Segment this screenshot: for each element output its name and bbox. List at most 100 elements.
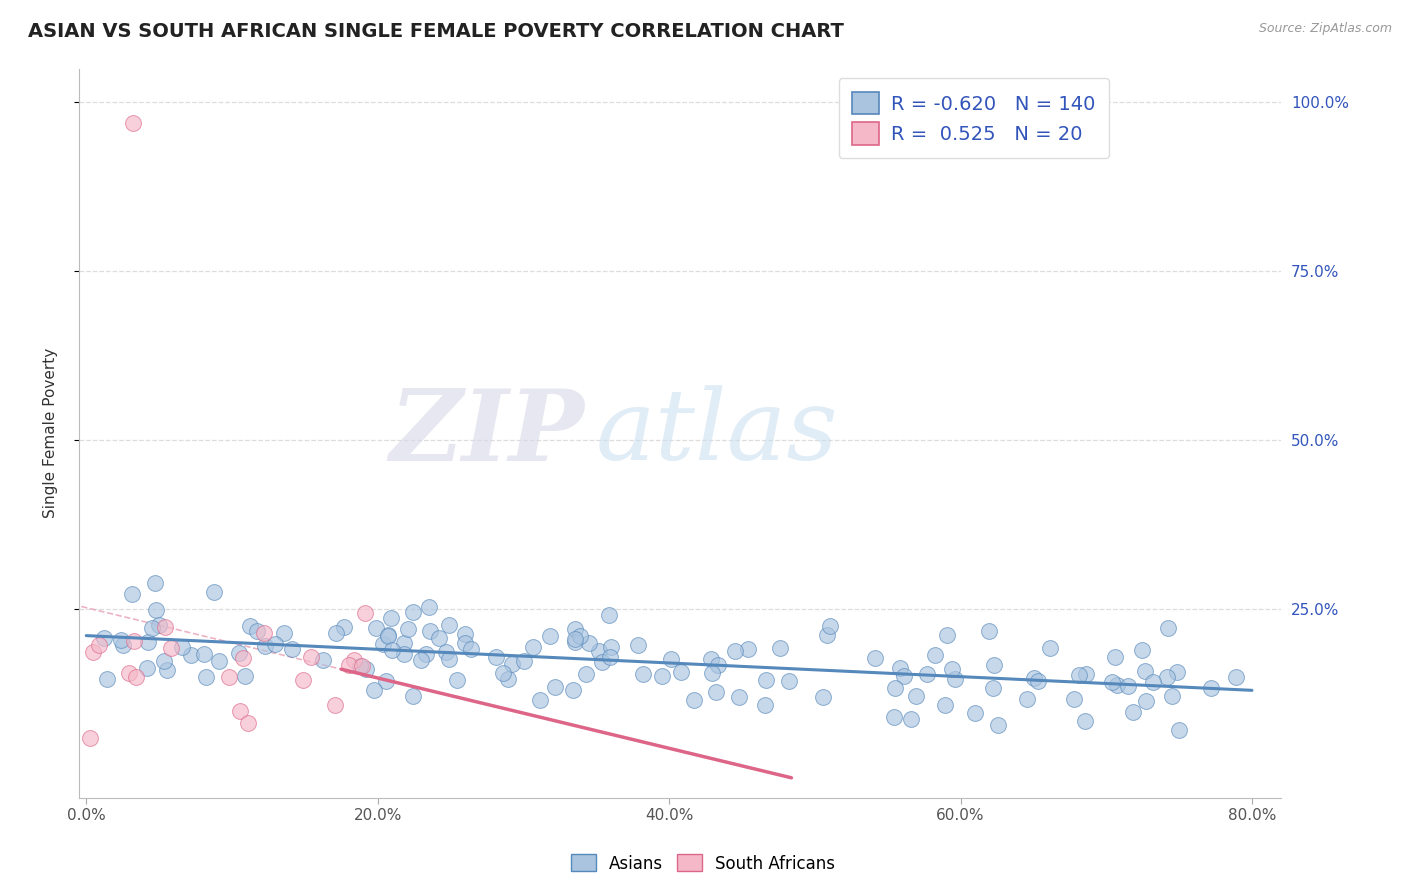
Point	[273, 625, 295, 640]
Text: Source: ZipAtlas.com: Source: ZipAtlas.com	[1258, 22, 1392, 36]
Point	[683, 693, 706, 707]
Point	[900, 712, 922, 726]
Point	[941, 662, 963, 676]
Point	[434, 645, 457, 659]
Point	[79, 731, 101, 746]
Point	[202, 585, 225, 599]
Point	[208, 654, 231, 668]
Point	[411, 653, 433, 667]
Point	[818, 619, 841, 633]
Point	[1101, 675, 1123, 690]
Point	[893, 669, 915, 683]
Point	[543, 680, 565, 694]
Point	[1067, 668, 1090, 682]
Point	[987, 718, 1010, 732]
Point	[1116, 679, 1139, 693]
Point	[501, 657, 523, 672]
Point	[1074, 667, 1097, 681]
Point	[93, 632, 115, 646]
Point	[253, 625, 276, 640]
Point	[1161, 689, 1184, 703]
Point	[1039, 640, 1062, 655]
Point	[700, 665, 723, 680]
Point	[564, 622, 586, 636]
Point	[728, 690, 751, 704]
Point	[884, 681, 907, 695]
Point	[136, 661, 159, 675]
Legend: Asians, South Africans: Asians, South Africans	[564, 847, 842, 880]
Point	[354, 606, 377, 620]
Point	[598, 607, 620, 622]
Point	[1105, 678, 1128, 692]
Point	[228, 704, 250, 718]
Point	[1133, 665, 1156, 679]
Point	[883, 710, 905, 724]
Point	[429, 631, 451, 645]
Point	[529, 693, 551, 707]
Point	[561, 682, 583, 697]
Point	[1199, 681, 1222, 695]
Point	[588, 644, 610, 658]
Point	[232, 650, 254, 665]
Point	[1122, 705, 1144, 719]
Point	[402, 605, 425, 619]
Point	[124, 670, 146, 684]
Point	[323, 698, 346, 712]
Point	[122, 634, 145, 648]
Point	[1135, 693, 1157, 707]
Point	[156, 663, 179, 677]
Point	[1142, 675, 1164, 690]
Text: atlas: atlas	[596, 385, 838, 481]
Point	[513, 655, 536, 669]
Point	[591, 655, 613, 669]
Point	[87, 638, 110, 652]
Point	[193, 647, 215, 661]
Point	[121, 587, 143, 601]
Point	[723, 644, 745, 658]
Point	[311, 653, 333, 667]
Point	[325, 626, 347, 640]
Point	[778, 673, 800, 688]
Point	[815, 628, 838, 642]
Point	[522, 640, 544, 654]
Point	[1225, 670, 1247, 684]
Point	[392, 636, 415, 650]
Point	[700, 651, 723, 665]
Point	[228, 647, 250, 661]
Point	[371, 637, 394, 651]
Point	[1157, 622, 1180, 636]
Point	[1104, 649, 1126, 664]
Point	[96, 672, 118, 686]
Text: ASIAN VS SOUTH AFRICAN SINGLE FEMALE POVERTY CORRELATION CHART: ASIAN VS SOUTH AFRICAN SINGLE FEMALE POV…	[28, 22, 844, 41]
Point	[122, 115, 145, 129]
Point	[263, 637, 285, 651]
Point	[363, 683, 385, 698]
Point	[454, 636, 477, 650]
Point	[1167, 723, 1189, 737]
Point	[578, 636, 600, 650]
Point	[364, 621, 387, 635]
Point	[402, 690, 425, 704]
Point	[381, 643, 404, 657]
Point	[377, 629, 399, 643]
Point	[599, 650, 621, 665]
Point	[145, 576, 167, 591]
Point	[564, 634, 586, 648]
Point	[934, 698, 956, 712]
Point	[233, 669, 256, 683]
Point	[889, 661, 911, 675]
Point	[915, 666, 938, 681]
Point	[599, 640, 621, 655]
Point	[396, 622, 419, 636]
Point	[564, 632, 586, 646]
Point	[446, 673, 468, 688]
Point	[1015, 692, 1038, 706]
Point	[1063, 692, 1085, 706]
Point	[152, 654, 174, 668]
Point	[437, 617, 460, 632]
Point	[343, 653, 366, 667]
Point	[626, 638, 648, 652]
Point	[299, 649, 322, 664]
Point	[246, 624, 269, 638]
Point	[153, 620, 176, 634]
